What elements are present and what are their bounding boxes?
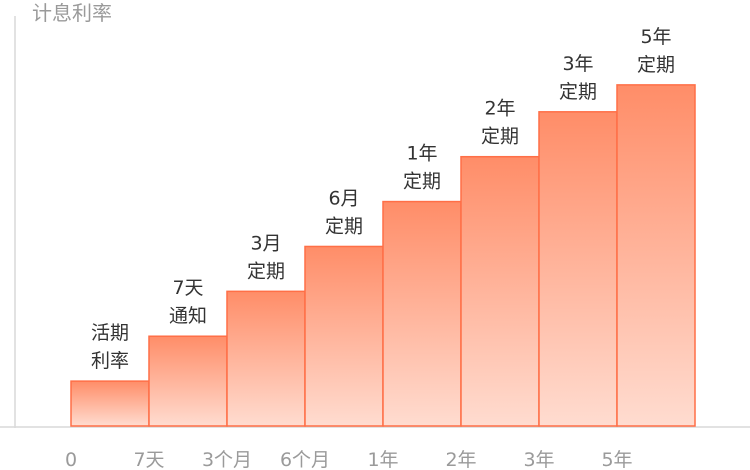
bar-label-4-line-2: 定期 [325,215,363,237]
x-ticks-group: 0 7天 3个月 6个月 1年 2年 3年 5年 [65,449,633,470]
bar-label-2-line-2: 通知 [169,305,207,327]
bar-label-2-line-1: 7天 [172,277,203,299]
y-axis-label: 计息利率 [32,1,112,25]
bar-label-1-line-2: 利率 [91,350,129,372]
bar-label-8-line-2: 定期 [637,54,675,76]
bar-label-3-line-2: 定期 [247,260,285,282]
x-tick-label-4: 6个月 [280,449,330,470]
bar-label-3-line-1: 3月 [250,232,281,254]
bar-label-5-line-1: 1年 [406,143,437,165]
x-tick-label-7: 3年 [523,449,554,470]
bar-2 [149,336,227,426]
bar-8 [617,85,695,426]
bar-label-6-line-1: 2年 [484,98,515,120]
x-tick-label-2: 7天 [133,449,164,470]
bar-label-6-line-2: 定期 [481,126,519,148]
bar-7 [539,112,617,426]
bars-group [71,85,695,426]
bar-5 [383,202,461,426]
bar-4 [305,246,383,426]
bar-label-5-line-2: 定期 [403,171,441,193]
bar-label-8-line-1: 5年 [640,26,671,48]
x-tick-label-1: 0 [65,449,77,470]
x-tick-label-6: 2年 [445,449,476,470]
x-tick-label-5: 1年 [367,449,398,470]
bar-6 [461,157,539,426]
bar-3 [227,291,305,426]
bar-label-7-line-1: 3年 [562,53,593,75]
x-tick-label-3: 3个月 [202,449,252,470]
bar-label-1-line-1: 活期 [91,322,129,344]
bar-1 [71,381,149,426]
bar-label-7-line-2: 定期 [559,81,597,103]
x-tick-label-8: 5年 [601,449,632,470]
bar-label-4-line-1: 6月 [328,187,359,209]
